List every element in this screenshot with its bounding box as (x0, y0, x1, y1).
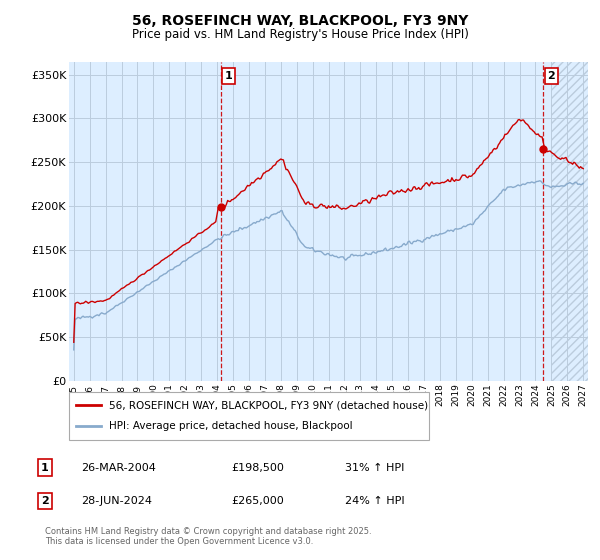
Text: 56, ROSEFINCH WAY, BLACKPOOL, FY3 9NY: 56, ROSEFINCH WAY, BLACKPOOL, FY3 9NY (132, 14, 468, 28)
Text: 1: 1 (41, 463, 49, 473)
Text: 31% ↑ HPI: 31% ↑ HPI (345, 463, 404, 473)
Text: HPI: Average price, detached house, Blackpool: HPI: Average price, detached house, Blac… (109, 421, 352, 431)
Bar (551, 62, 588, 381)
Text: 28-JUN-2024: 28-JUN-2024 (81, 496, 152, 506)
Text: 24% ↑ HPI: 24% ↑ HPI (345, 496, 404, 506)
Text: Contains HM Land Registry data © Crown copyright and database right 2025.
This d: Contains HM Land Registry data © Crown c… (45, 526, 371, 546)
Text: £198,500: £198,500 (231, 463, 284, 473)
Text: 2: 2 (41, 496, 49, 506)
Text: 1: 1 (225, 71, 233, 81)
Text: 2: 2 (547, 71, 555, 81)
Text: £265,000: £265,000 (231, 496, 284, 506)
Text: 56, ROSEFINCH WAY, BLACKPOOL, FY3 9NY (detached house): 56, ROSEFINCH WAY, BLACKPOOL, FY3 9NY (d… (109, 400, 428, 410)
Text: 26-MAR-2004: 26-MAR-2004 (81, 463, 156, 473)
FancyBboxPatch shape (69, 392, 429, 440)
Bar (551, 62, 588, 381)
Text: Price paid vs. HM Land Registry's House Price Index (HPI): Price paid vs. HM Land Registry's House … (131, 28, 469, 41)
